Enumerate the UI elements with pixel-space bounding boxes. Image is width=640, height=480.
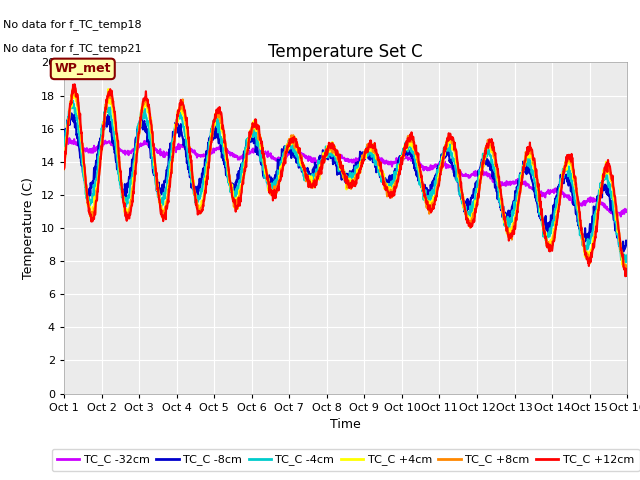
- Title: Temperature Set C: Temperature Set C: [268, 43, 423, 61]
- Text: No data for f_TC_temp18: No data for f_TC_temp18: [3, 19, 142, 30]
- Text: WP_met: WP_met: [54, 62, 111, 75]
- X-axis label: Time: Time: [330, 418, 361, 431]
- Y-axis label: Temperature (C): Temperature (C): [22, 177, 35, 279]
- Legend: TC_C -32cm, TC_C -8cm, TC_C -4cm, TC_C +4cm, TC_C +8cm, TC_C +12cm: TC_C -32cm, TC_C -8cm, TC_C -4cm, TC_C +…: [52, 449, 639, 471]
- Text: No data for f_TC_temp21: No data for f_TC_temp21: [3, 43, 142, 54]
